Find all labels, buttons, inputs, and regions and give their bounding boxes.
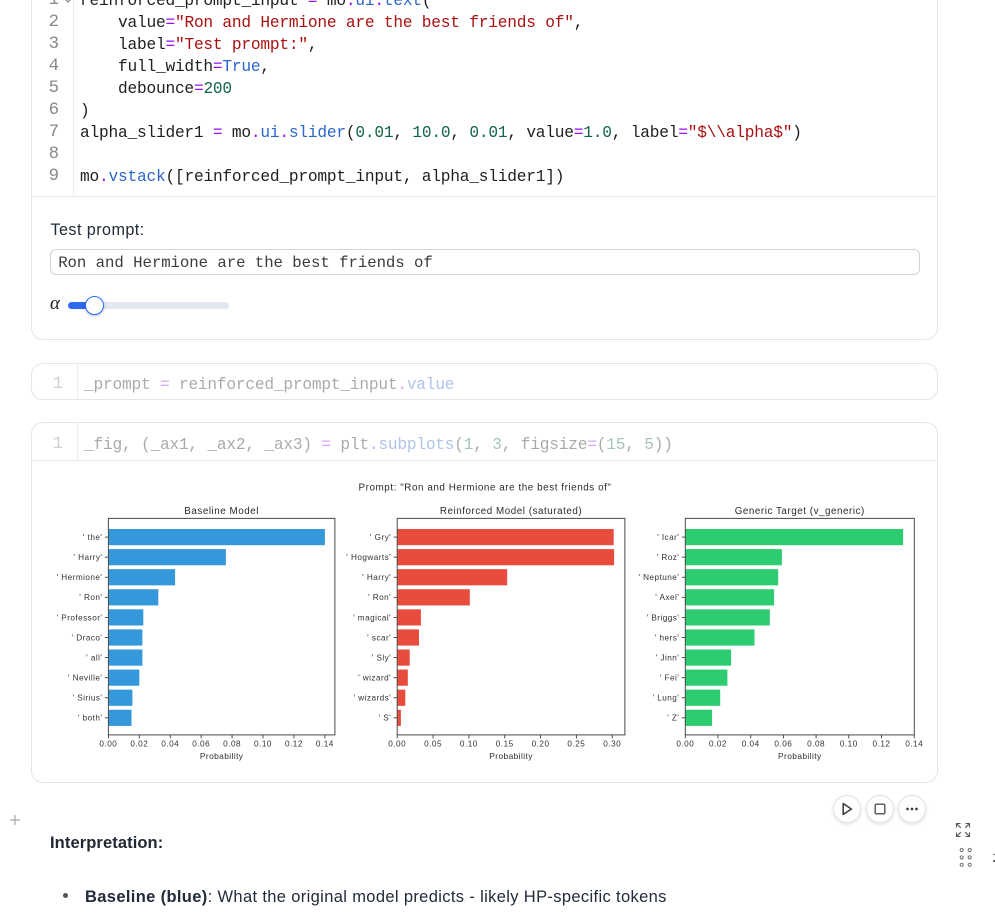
svg-text:Reinforced Model (saturated): Reinforced Model (saturated) (439, 506, 581, 517)
svg-text:' Jinn': ' Jinn' (655, 654, 679, 663)
svg-text:' Gry': ' Gry' (369, 533, 390, 542)
svg-text:' Hermione': ' Hermione' (56, 574, 102, 583)
svg-text:Probability: Probability (199, 752, 243, 762)
svg-text:' magical': ' magical' (353, 614, 391, 623)
svg-text:' Neville': ' Neville' (67, 674, 101, 683)
svg-text:0.20: 0.20 (531, 740, 549, 749)
svg-text:Probability: Probability (489, 752, 533, 762)
svg-text:' S': ' S' (378, 714, 391, 723)
svg-text:0.02: 0.02 (709, 740, 727, 749)
svg-text:' Axel': ' Axel' (655, 594, 679, 603)
svg-text:0.04: 0.04 (161, 740, 179, 749)
svg-text:' Ron': ' Ron' (368, 594, 391, 603)
svg-text:0.10: 0.10 (839, 740, 857, 749)
svg-text:0.25: 0.25 (567, 740, 585, 749)
svg-text:' Lung': ' Lung' (652, 694, 679, 703)
svg-text:' Harry': ' Harry' (362, 574, 391, 583)
svg-text:0.14: 0.14 (315, 740, 333, 749)
svg-text:0.10: 0.10 (254, 740, 272, 749)
svg-text:0.10: 0.10 (459, 740, 477, 749)
svg-text:' Draco': ' Draco' (71, 634, 102, 643)
svg-text:0.00: 0.00 (388, 740, 406, 749)
svg-text:0.14: 0.14 (905, 740, 923, 749)
svg-text:Prompt: "Ron and Hermione are: Prompt: "Ron and Hermione are the best f… (358, 483, 611, 494)
svg-text:' Icar': ' Icar' (657, 533, 679, 542)
svg-text:' wizards': ' wizards' (353, 694, 391, 703)
svg-text:' Fei': ' Fei' (659, 674, 678, 683)
svg-text:' scar': ' scar' (367, 634, 391, 643)
svg-text:' Ron': ' Ron' (79, 594, 102, 603)
svg-text:' both': ' both' (77, 714, 102, 723)
svg-text:' all': ' all' (86, 654, 102, 663)
svg-text:' Sly': ' Sly' (371, 654, 390, 663)
svg-text:Generic Target (v_generic): Generic Target (v_generic) (734, 506, 864, 517)
svg-text:' Z': ' Z' (667, 714, 679, 723)
svg-text:0.08: 0.08 (807, 740, 825, 749)
svg-text:0.12: 0.12 (872, 740, 890, 749)
svg-text:' Briggs': ' Briggs' (646, 614, 679, 623)
svg-text:' Roz': ' Roz' (656, 554, 679, 563)
svg-text:0.06: 0.06 (774, 740, 792, 749)
svg-text:0.00: 0.00 (676, 740, 694, 749)
svg-text:' Professor': ' Professor' (56, 614, 102, 623)
svg-text:0.02: 0.02 (130, 740, 148, 749)
svg-text:0.06: 0.06 (192, 740, 210, 749)
svg-text:' the': ' the' (82, 533, 101, 542)
svg-text:Probability: Probability (778, 752, 822, 762)
svg-text:0.00: 0.00 (99, 740, 117, 749)
svg-text:' Neptune': ' Neptune' (638, 574, 679, 583)
svg-text:Baseline Model: Baseline Model (184, 506, 259, 517)
svg-text:0.15: 0.15 (495, 740, 513, 749)
svg-text:0.04: 0.04 (741, 740, 759, 749)
svg-text:' hers': ' hers' (654, 634, 678, 643)
svg-text:' wizard': ' wizard' (358, 674, 391, 683)
svg-text:0.12: 0.12 (284, 740, 302, 749)
svg-text:' Harry': ' Harry' (73, 554, 102, 563)
svg-text:0.08: 0.08 (223, 740, 241, 749)
svg-text:' Sirius': ' Sirius' (72, 694, 102, 703)
svg-text:' Hogwarts': ' Hogwarts' (346, 554, 391, 563)
svg-text:0.05: 0.05 (424, 740, 442, 749)
svg-text:0.30: 0.30 (603, 740, 621, 749)
